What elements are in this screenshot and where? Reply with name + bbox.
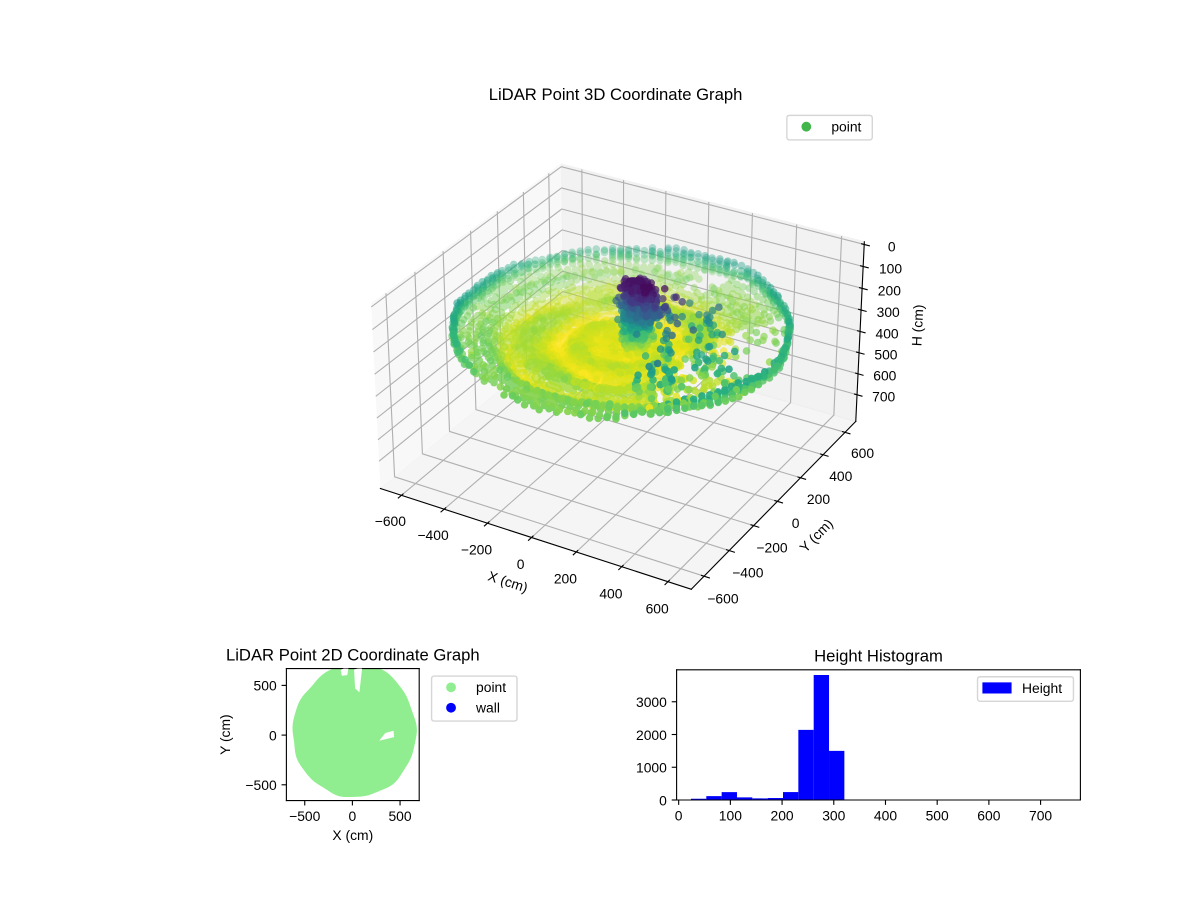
svg-text:500: 500	[926, 807, 949, 823]
svg-text:−200: −200	[461, 541, 493, 557]
svg-text:0: 0	[675, 807, 683, 823]
svg-text:600: 600	[851, 445, 874, 461]
svg-text:−400: −400	[417, 527, 449, 543]
svg-text:−500: −500	[289, 808, 321, 824]
svg-text:−500: −500	[245, 777, 277, 793]
svg-text:100: 100	[719, 807, 742, 823]
svg-text:−400: −400	[732, 565, 764, 581]
svg-text:0: 0	[659, 792, 667, 808]
svg-text:Height Histogram: Height Histogram	[814, 646, 943, 665]
svg-text:200: 200	[807, 491, 830, 507]
svg-text:400: 400	[875, 325, 898, 341]
svg-text:200: 200	[770, 807, 793, 823]
svg-text:200: 200	[878, 282, 901, 298]
svg-text:0: 0	[269, 727, 277, 743]
svg-text:600: 600	[977, 807, 1000, 823]
svg-text:H (cm): H (cm)	[908, 304, 926, 346]
svg-text:500: 500	[254, 678, 277, 694]
svg-text:−600: −600	[375, 513, 407, 529]
svg-text:0: 0	[349, 808, 357, 824]
svg-text:300: 300	[822, 807, 845, 823]
svg-text:LiDAR Point 2D Coordinate Grap: LiDAR Point 2D Coordinate Graph	[226, 645, 480, 664]
svg-text:wall: wall	[475, 700, 500, 716]
svg-text:0: 0	[888, 239, 896, 255]
svg-text:700: 700	[1029, 807, 1052, 823]
svg-text:−600: −600	[707, 590, 739, 606]
svg-text:point: point	[476, 679, 506, 695]
svg-text:500: 500	[388, 808, 411, 824]
svg-text:X (cm): X (cm)	[332, 827, 373, 843]
svg-text:200: 200	[554, 570, 577, 586]
svg-text:600: 600	[646, 601, 669, 617]
svg-text:100: 100	[879, 261, 902, 277]
svg-text:LiDAR Point 3D Coordinate Grap: LiDAR Point 3D Coordinate Graph	[489, 85, 743, 104]
svg-text:600: 600	[873, 368, 896, 384]
svg-text:2000: 2000	[636, 727, 667, 743]
svg-text:400: 400	[599, 585, 622, 601]
svg-text:point: point	[831, 118, 861, 134]
svg-text:400: 400	[829, 468, 852, 484]
svg-text:0: 0	[792, 515, 800, 531]
svg-text:700: 700	[872, 389, 895, 405]
svg-text:400: 400	[874, 807, 897, 823]
svg-text:1000: 1000	[636, 760, 667, 776]
svg-text:Height: Height	[1022, 680, 1062, 696]
svg-text:300: 300	[877, 304, 900, 320]
svg-text:Y (cm): Y (cm)	[217, 714, 233, 755]
svg-text:−200: −200	[756, 539, 788, 555]
svg-text:3000: 3000	[636, 694, 667, 710]
svg-text:0: 0	[517, 556, 525, 572]
svg-text:500: 500	[874, 347, 897, 363]
